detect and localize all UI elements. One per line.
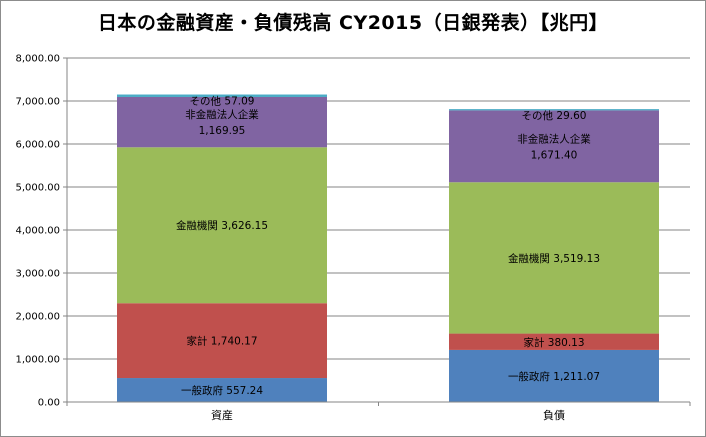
bar-segment xyxy=(117,147,327,304)
bar-segment xyxy=(449,349,659,402)
bar-segment xyxy=(449,110,659,183)
y-tick-label: 1,000.00 xyxy=(15,355,60,366)
bar-segment xyxy=(117,378,327,402)
y-tick-label: 3,000.00 xyxy=(15,269,60,280)
y-tick-label: 7,000.00 xyxy=(15,97,60,108)
bar-segment xyxy=(117,303,327,379)
data-label: 1,169.95 xyxy=(199,125,246,137)
data-label: 家計 1,740.17 xyxy=(186,335,257,348)
y-tick-label: 4,000.00 xyxy=(15,226,60,237)
y-tick-label: 5,000.00 xyxy=(15,183,60,194)
data-label: 家計 380.13 xyxy=(523,336,584,349)
bar-segment xyxy=(449,182,659,334)
x-tick-label: 負債 xyxy=(543,408,565,422)
bar-segment xyxy=(117,94,327,97)
y-tick-label: 6,000.00 xyxy=(15,140,60,151)
y-tick-label: 8,000.00 xyxy=(15,54,60,65)
data-label: 一般政府 557.24 xyxy=(181,384,263,397)
data-label: 金融機関 3,519.13 xyxy=(508,252,600,265)
y-tick-label: 0.00 xyxy=(38,398,60,409)
bar-segment xyxy=(449,109,659,111)
axes: 0.00 1,000.00 2,000.00 3,000.00 4,000.00 5,00… xyxy=(15,54,691,422)
data-label: 一般政府 1,211.07 xyxy=(508,370,600,383)
y-tick-label: 2,000.00 xyxy=(15,312,60,323)
data-label: 1,671.40 xyxy=(531,149,578,161)
bars xyxy=(117,94,659,402)
x-tick-label: 資産 xyxy=(211,409,233,422)
data-label: 非金融法人企業 xyxy=(517,132,591,145)
chart-title: 日本の金融資産・負債残高 CY2015（日銀発表）【兆円】 xyxy=(97,12,609,34)
data-label: その他 29.60 xyxy=(522,109,587,122)
data-label: その他 57.09 xyxy=(190,95,255,108)
data-label: 金融機関 3,626.15 xyxy=(176,219,268,232)
data-labels: 一般政府 557.24 家計 1,740.17 金融機関 3,626.15 非金融法人… xyxy=(176,95,600,397)
bar-segment xyxy=(117,96,327,148)
bar-segment xyxy=(449,333,659,350)
data-label: 非金融法人企業 xyxy=(185,108,259,121)
